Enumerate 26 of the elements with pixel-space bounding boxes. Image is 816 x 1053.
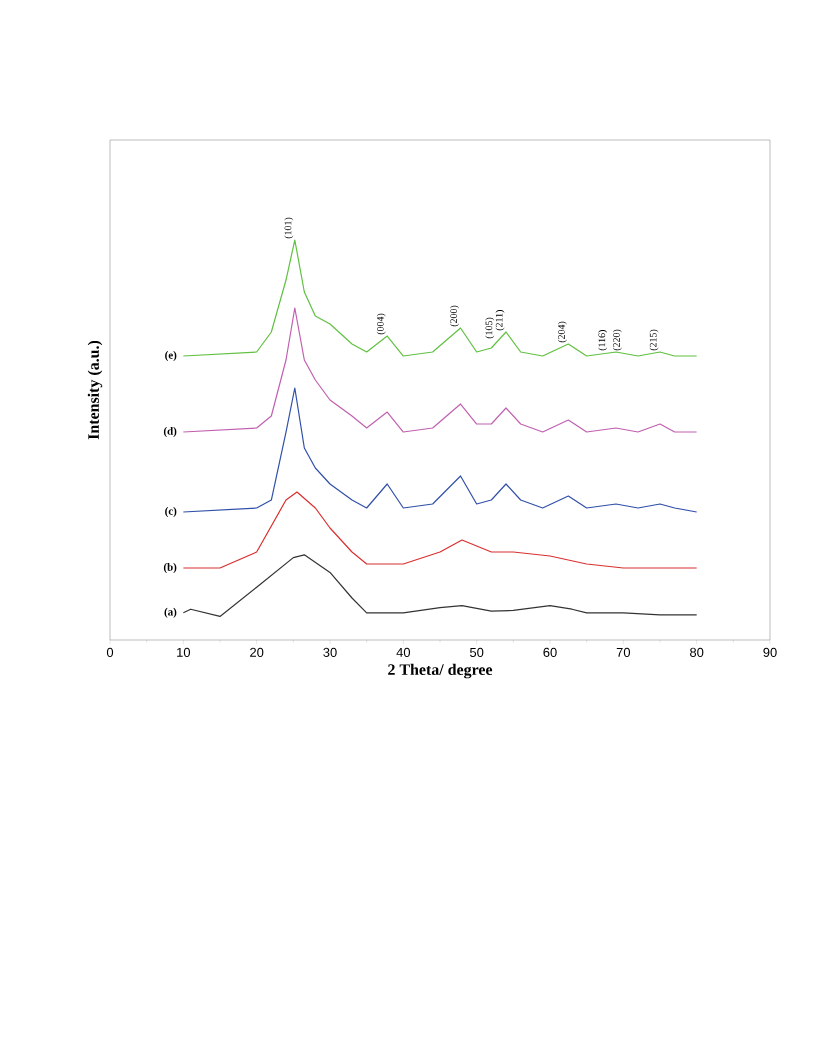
annotation: (200) bbox=[450, 305, 460, 327]
x-tick-label: 50 bbox=[469, 647, 484, 657]
annotation: (220) bbox=[612, 329, 622, 351]
annotation: (004) bbox=[376, 313, 386, 335]
x-tick-label: 0 bbox=[106, 647, 114, 657]
series-label: (d) bbox=[163, 427, 177, 437]
x-tick-label: 80 bbox=[690, 647, 704, 657]
x-tick-label: 60 bbox=[543, 647, 557, 657]
annotation: (105) bbox=[485, 317, 495, 339]
annotation: (215) bbox=[649, 329, 659, 351]
x-tick-label: 10 bbox=[177, 647, 191, 657]
series-label: (b) bbox=[163, 563, 177, 573]
annotation: (204) bbox=[557, 321, 567, 343]
x-tick-label: 40 bbox=[396, 647, 411, 657]
x-tick-label: 20 bbox=[250, 647, 264, 657]
x-tick-label: 70 bbox=[616, 647, 631, 657]
x-tick-label: 90 bbox=[763, 647, 777, 657]
series-label: (e) bbox=[165, 351, 177, 361]
annotation: (211) bbox=[495, 310, 505, 331]
y-axis-title: Intensity (a.u.) bbox=[87, 340, 103, 440]
x-tick-label: 30 bbox=[323, 647, 337, 657]
series-label: (c) bbox=[165, 507, 177, 517]
annotation: (101) bbox=[284, 217, 294, 239]
annotation: (116) bbox=[598, 330, 608, 351]
series-label: (a) bbox=[164, 607, 177, 618]
x-axis-title: 2 Theta/ degree bbox=[388, 663, 493, 679]
